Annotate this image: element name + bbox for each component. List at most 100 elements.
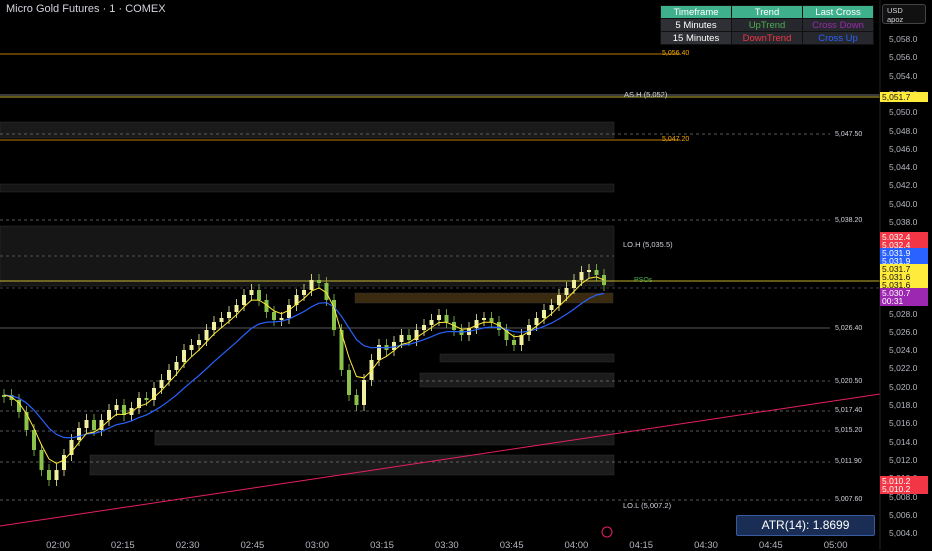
symbol-title: Micro Gold Futures · 1 · COMEX (6, 3, 166, 15)
candle-body (444, 315, 449, 322)
level-label: 5,047.20 (662, 136, 690, 143)
candle-body (519, 335, 524, 345)
candle-body (594, 270, 599, 275)
candle-body (437, 315, 441, 320)
candle-body (542, 310, 546, 318)
level-label: LO.H (5,035.5) (623, 240, 673, 249)
price-tick: 5,014.0 (889, 436, 918, 447)
price-tick: 5,018.0 (889, 400, 918, 410)
candle-body (122, 405, 126, 415)
candle-body (399, 335, 404, 342)
price-badge: 5,031.9 (880, 248, 928, 258)
candle-body (294, 295, 299, 305)
candle-body (84, 420, 89, 428)
zone (419, 372, 615, 388)
table-header: Last Cross (802, 5, 874, 19)
time-tick: 05:00 (823, 540, 848, 551)
price-badge: 5,010.2 (880, 484, 928, 494)
table-cell-trend: UpTrend (731, 18, 803, 32)
price-tick: 5,020.0 (889, 381, 918, 392)
time-tick: 02:45 (240, 540, 265, 551)
candle-body (2, 395, 6, 397)
time-tick: 02:15 (110, 540, 135, 551)
candle-body (212, 322, 216, 330)
candle-body (534, 318, 539, 325)
candle-body (159, 380, 164, 388)
level-label: PSOs (634, 277, 653, 284)
level-label: 5,017.40 (835, 407, 863, 414)
price-badge: 5,030.7 (880, 288, 928, 298)
level-label: AS.H (5,052) (624, 90, 668, 99)
price-tick: 5,012.0 (889, 454, 918, 465)
candle-body (272, 312, 276, 320)
currency-code: USD (887, 6, 903, 15)
candle-body (452, 322, 456, 330)
price-tick: 5,040.0 (889, 198, 918, 209)
table-header: Timeframe (660, 5, 732, 19)
candle-body (242, 295, 246, 305)
price-tick: 5,004.0 (889, 528, 918, 539)
candle-body (414, 330, 419, 340)
level-label: 5,047.50 (835, 131, 863, 138)
price-tick: 5,008.0 (889, 491, 918, 502)
candle-body (167, 370, 171, 380)
candle-body (152, 388, 156, 400)
price-tick: 5,038.0 (889, 217, 918, 227)
zone (154, 430, 615, 446)
candle-body (474, 320, 479, 328)
time-tick: 04:45 (758, 540, 783, 551)
level-label: 5,038.20 (835, 217, 863, 224)
price-tick: 5,022.0 (889, 363, 918, 374)
candle-body (174, 362, 179, 370)
trend-table: Timeframe Trend Last Cross 5 Minutes UpT… (660, 5, 874, 45)
zone (0, 121, 615, 139)
candle-body (114, 405, 119, 410)
candle-body (422, 325, 426, 330)
atr-readout: ATR(14): 1.8699 (736, 515, 875, 536)
candle-body (264, 300, 269, 312)
zone (0, 183, 615, 193)
price-badge: 5,031.7 (880, 264, 928, 274)
level-label: 5,026.40 (835, 325, 863, 332)
candle-body (197, 340, 201, 345)
candle-body (17, 400, 21, 412)
candle-body (47, 470, 51, 480)
time-tick: 02:00 (46, 540, 70, 551)
ema-fast-line (3, 276, 605, 464)
candle-body (302, 290, 306, 295)
time-tick: 03:00 (305, 540, 330, 551)
candle-body (512, 340, 516, 345)
time-tick: 02:30 (175, 540, 200, 551)
candle-body (62, 455, 66, 470)
price-tick: 5,048.0 (889, 125, 918, 136)
candle-body (257, 290, 261, 300)
table-cell-cross: Cross Down (802, 18, 874, 32)
currency-selector[interactable]: USD apoz (882, 4, 926, 24)
candle-body (227, 312, 231, 318)
candle-body (69, 440, 74, 455)
candle-body (39, 450, 44, 470)
candle-body (77, 428, 81, 440)
price-tick: 5,058.0 (889, 34, 918, 44)
zone (354, 292, 614, 304)
price-tick: 5,042.0 (889, 180, 918, 191)
candle-body (489, 318, 494, 322)
candle-body (317, 280, 321, 283)
time-tick: 04:00 (564, 540, 589, 551)
price-badge: 5,031.9 (880, 256, 928, 266)
table-cell-timeframe: 5 Minutes (660, 18, 732, 32)
level-label: 5,015.20 (835, 427, 863, 434)
table-cell-trend: DownTrend (731, 31, 803, 45)
time-tick: 04:15 (629, 540, 654, 551)
candle-body (182, 350, 186, 362)
candle-body (54, 470, 59, 480)
candles (2, 264, 606, 486)
candle-body (572, 280, 576, 288)
candle-body (497, 322, 501, 330)
price-tick: 5,024.0 (889, 345, 918, 356)
candle-body (309, 280, 314, 290)
price-tick: 5,046.0 (889, 143, 918, 154)
candle-body (204, 330, 209, 340)
price-tick: 5,016.0 (889, 418, 918, 429)
